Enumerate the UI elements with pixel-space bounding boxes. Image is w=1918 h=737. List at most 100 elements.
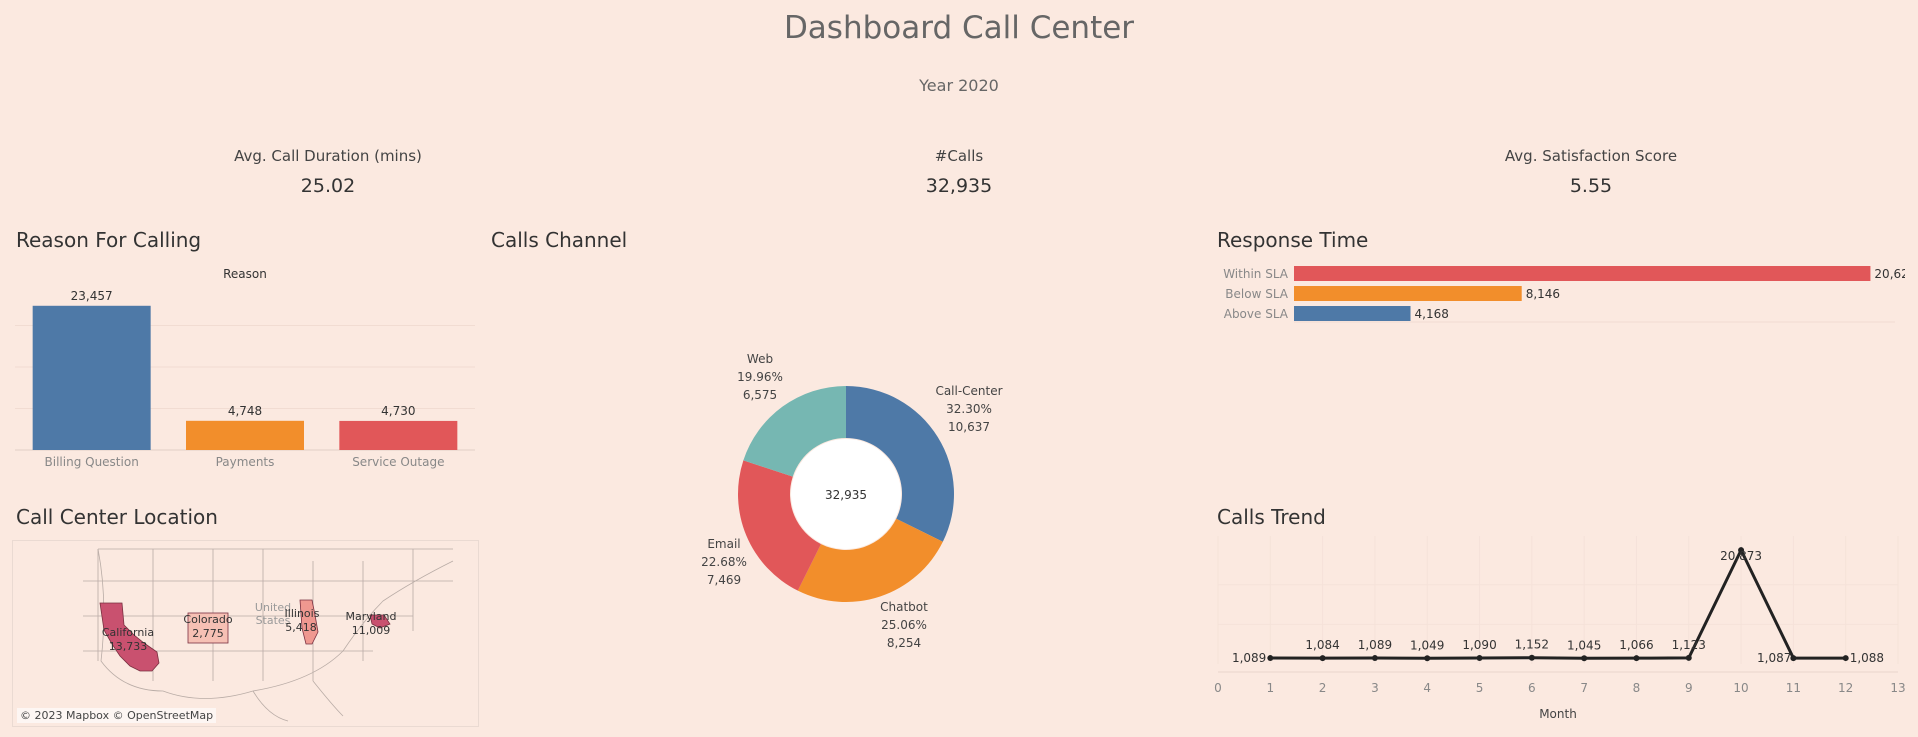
trend-point[interactable] bbox=[1528, 654, 1535, 661]
trend-x-tick: 13 bbox=[1890, 681, 1905, 695]
trend-point[interactable] bbox=[1476, 655, 1483, 662]
reason-chart-title: Reason bbox=[223, 267, 267, 281]
state-colorado[interactable] bbox=[187, 612, 229, 644]
trend-x-tick: 3 bbox=[1371, 681, 1379, 695]
map-states-layer: California 13,733 Colorado 2,775 Illinoi… bbox=[99, 599, 397, 672]
state-illinois[interactable] bbox=[299, 599, 319, 645]
map-attribution[interactable]: © 2023 Mapbox © OpenStreetMap bbox=[17, 708, 217, 723]
section-trend-title: Calls Trend bbox=[1217, 505, 1326, 529]
trend-line bbox=[1270, 546, 1846, 660]
kpi-avg-duration-value: 25.02 bbox=[300, 175, 356, 197]
trend-point-label: 1,088 bbox=[1850, 651, 1884, 665]
response-category-label: Above SLA bbox=[1224, 307, 1289, 321]
trend-point[interactable] bbox=[1685, 654, 1692, 661]
trend-x-tick: 6 bbox=[1528, 681, 1536, 695]
trend-point[interactable] bbox=[1633, 655, 1640, 662]
trend-x-tick: 0 bbox=[1214, 681, 1222, 695]
trend-point-label: 1,152 bbox=[1515, 638, 1549, 652]
trend-point[interactable] bbox=[1790, 655, 1797, 662]
reason-bar-chart: Reason 23,457 Billing Question 4,748 Payment… bbox=[15, 267, 475, 469]
reason-bar-value: 23,457 bbox=[71, 289, 113, 303]
reason-bar-value: 4,748 bbox=[228, 404, 262, 418]
response-bar[interactable] bbox=[1294, 266, 1871, 281]
channel-slice-label: Email bbox=[707, 537, 740, 551]
kpi-calls-value: 32,935 bbox=[925, 175, 993, 197]
trend-point[interactable] bbox=[1738, 547, 1745, 554]
response-bar[interactable] bbox=[1294, 286, 1522, 301]
channel-slice-label: 19.96% bbox=[737, 370, 783, 384]
channel-slice-label: 25.06% bbox=[881, 618, 927, 632]
reason-category-label: Billing Question bbox=[45, 455, 139, 469]
kpi-satisfaction-label: Avg. Satisfaction Score bbox=[1504, 147, 1678, 165]
trend-x-tick: 12 bbox=[1838, 681, 1853, 695]
state-value-illinois: 5,418 bbox=[285, 621, 317, 634]
state-value-colorado: 2,775 bbox=[192, 627, 224, 640]
trend-point[interactable] bbox=[1424, 655, 1431, 662]
channel-slice-label: 8,254 bbox=[887, 636, 921, 650]
trend-x-tick: 1 bbox=[1266, 681, 1274, 695]
trend-point-label: 1,089 bbox=[1358, 638, 1392, 652]
trend-point[interactable] bbox=[1371, 655, 1378, 662]
channel-slice-label: Call-Center bbox=[935, 384, 1002, 398]
trend-point[interactable] bbox=[1581, 655, 1588, 662]
channel-slice[interactable] bbox=[846, 386, 954, 542]
call-center-map[interactable]: United States © 2023 Mapbox © OpenStreet… bbox=[12, 540, 479, 727]
channel-slice-label: 32.30% bbox=[946, 402, 992, 416]
trend-point-label: 1,087 bbox=[1757, 651, 1791, 665]
state-label-colorado: Colorado bbox=[183, 613, 232, 626]
state-value-california: 13,733 bbox=[109, 640, 148, 653]
channel-slice-label: 22.68% bbox=[701, 555, 747, 569]
reason-category-label: Payments bbox=[216, 455, 275, 469]
trend-x-tick: 10 bbox=[1733, 681, 1748, 695]
reason-bar[interactable] bbox=[186, 420, 304, 450]
channel-slice[interactable] bbox=[797, 518, 943, 602]
state-value-maryland: 11,009 bbox=[352, 624, 391, 637]
trend-point-label: 1,049 bbox=[1410, 638, 1444, 652]
response-bar-value: 8,146 bbox=[1526, 287, 1560, 301]
state-label-california: California bbox=[102, 626, 154, 639]
trend-x-tick: 4 bbox=[1423, 681, 1431, 695]
channel-slice-label: 6,575 bbox=[743, 388, 777, 402]
section-location-title: Call Center Location bbox=[16, 505, 218, 529]
trend-x-tick: 7 bbox=[1580, 681, 1588, 695]
channel-slice-label: 7,469 bbox=[707, 573, 741, 587]
trend-x-tick: 9 bbox=[1685, 681, 1693, 695]
response-bar-value: 20,621 bbox=[1874, 267, 1905, 281]
trend-point-label: 1,084 bbox=[1305, 638, 1339, 652]
trend-x-tick: 5 bbox=[1476, 681, 1484, 695]
channel-slice[interactable] bbox=[743, 386, 846, 477]
kpi-satisfaction-value: 5.55 bbox=[1569, 175, 1613, 197]
trend-point-label: 1,090 bbox=[1462, 638, 1496, 652]
trend-point[interactable] bbox=[1842, 655, 1849, 662]
trend-point-label: 1,089 bbox=[1232, 651, 1266, 665]
section-channel-title: Calls Channel bbox=[491, 228, 628, 252]
dashboard-subtitle: Year 2020 bbox=[919, 76, 999, 95]
trend-point-label: 1,123 bbox=[1672, 638, 1706, 652]
state-california[interactable] bbox=[99, 602, 160, 672]
state-label-maryland: Maryland bbox=[345, 610, 396, 623]
response-category-label: Within SLA bbox=[1223, 267, 1289, 281]
trend-x-tick: 11 bbox=[1786, 681, 1801, 695]
trend-point-label: 20,873 bbox=[1720, 549, 1762, 563]
trend-point[interactable] bbox=[1319, 655, 1326, 662]
state-label-illinois: Illinois bbox=[285, 607, 320, 620]
channel-slice-label: Web bbox=[747, 352, 773, 366]
trend-point-label: 1,066 bbox=[1619, 638, 1653, 652]
trend-point[interactable] bbox=[1267, 655, 1274, 662]
trend-x-tick: 2 bbox=[1319, 681, 1327, 695]
kpi-calls-label: #Calls bbox=[934, 147, 984, 165]
trend-point-label: 1,045 bbox=[1567, 638, 1601, 652]
response-category-label: Below SLA bbox=[1225, 287, 1288, 301]
channel-slice[interactable] bbox=[738, 460, 822, 591]
section-response-title: Response Time bbox=[1217, 228, 1369, 252]
channel-donut-hole bbox=[791, 439, 901, 549]
reason-bar[interactable] bbox=[32, 305, 151, 450]
state-maryland[interactable] bbox=[369, 614, 391, 629]
dashboard-title: Dashboard Call Center bbox=[783, 10, 1135, 46]
reason-category-label: Service Outage bbox=[352, 455, 444, 469]
reason-bar[interactable] bbox=[339, 420, 458, 450]
response-bar[interactable] bbox=[1294, 306, 1411, 321]
section-reason-title: Reason For Calling bbox=[16, 228, 202, 252]
channel-center-total: 32,935 bbox=[825, 488, 867, 502]
